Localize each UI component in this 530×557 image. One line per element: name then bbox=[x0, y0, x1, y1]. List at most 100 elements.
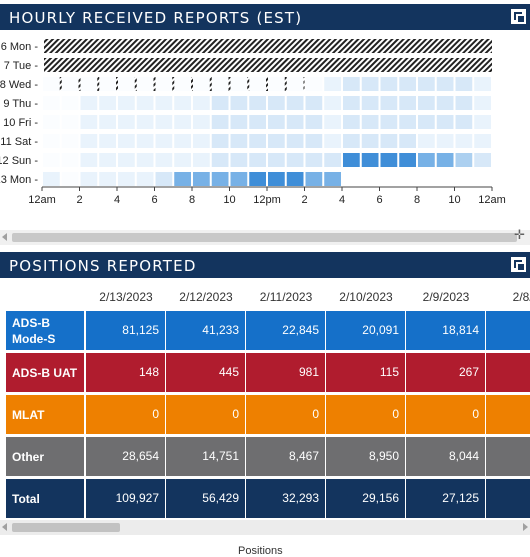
heatmap-cell[interactable] bbox=[61, 172, 79, 186]
heatmap-cell[interactable] bbox=[99, 172, 116, 186]
heatmap-cell[interactable] bbox=[118, 172, 135, 186]
heatmap-cell[interactable] bbox=[436, 134, 454, 148]
heatmap-cell[interactable] bbox=[324, 96, 341, 110]
heatmap-cell[interactable] bbox=[43, 115, 60, 129]
heatmap-cell[interactable] bbox=[380, 134, 398, 148]
heatmap-cell[interactable] bbox=[174, 115, 191, 129]
heatmap-cell[interactable] bbox=[43, 134, 60, 148]
heatmap-cell[interactable] bbox=[193, 172, 210, 186]
heatmap-cell[interactable] bbox=[399, 115, 416, 129]
heatmap-cell[interactable] bbox=[455, 96, 473, 110]
heatmap-cell[interactable] bbox=[361, 96, 379, 110]
heatmap-cell[interactable] bbox=[343, 153, 360, 167]
heatmap-cell[interactable] bbox=[418, 134, 435, 148]
heatmap-cell[interactable] bbox=[455, 134, 473, 148]
heatmap-cell[interactable] bbox=[43, 96, 60, 110]
heatmap-cell[interactable] bbox=[61, 134, 79, 148]
heatmap-cell[interactable] bbox=[268, 77, 285, 91]
heatmap-cell[interactable] bbox=[474, 153, 491, 167]
heatmap-cell[interactable] bbox=[99, 153, 116, 167]
heatmap-cell[interactable] bbox=[305, 96, 323, 110]
heatmap-cell[interactable] bbox=[118, 153, 135, 167]
heatmap-cell[interactable] bbox=[136, 153, 154, 167]
heatmap-cell[interactable] bbox=[286, 77, 304, 91]
heatmap-cell[interactable] bbox=[155, 172, 173, 186]
heatmap-cell[interactable] bbox=[99, 77, 116, 91]
heatmap-cell[interactable] bbox=[80, 172, 98, 186]
heatmap-cell[interactable] bbox=[230, 96, 248, 110]
heatmap-cell[interactable] bbox=[474, 77, 491, 91]
heatmap-cell[interactable] bbox=[211, 115, 229, 129]
heatmap-cell[interactable] bbox=[211, 134, 229, 148]
heatmap-cell[interactable] bbox=[305, 134, 323, 148]
heatmap-cell[interactable] bbox=[268, 134, 285, 148]
heatmap-cell[interactable] bbox=[361, 77, 379, 91]
heatmap-cell[interactable] bbox=[343, 96, 360, 110]
heatmap-cell[interactable] bbox=[474, 115, 491, 129]
table-scrollbar[interactable] bbox=[0, 520, 530, 535]
heatmap-cell[interactable] bbox=[155, 77, 173, 91]
scrollbar-thumb[interactable] bbox=[12, 523, 120, 532]
heatmap-cell[interactable] bbox=[155, 134, 173, 148]
heatmap-cell[interactable] bbox=[324, 153, 341, 167]
heatmap-cell[interactable] bbox=[305, 115, 323, 129]
heatmap-cell[interactable] bbox=[155, 153, 173, 167]
heatmap-cell[interactable] bbox=[249, 77, 266, 91]
heatmap-cell[interactable] bbox=[193, 115, 210, 129]
heatmap-cell[interactable] bbox=[43, 172, 60, 186]
heatmap-cell[interactable] bbox=[155, 115, 173, 129]
heatmap-cell[interactable] bbox=[436, 77, 454, 91]
resize-handle-icon[interactable]: ✛ bbox=[514, 227, 525, 242]
heatmap-cell[interactable] bbox=[61, 115, 79, 129]
heatmap-cell[interactable] bbox=[455, 115, 473, 129]
heatmap-cell[interactable] bbox=[136, 115, 154, 129]
heatmap-cell[interactable] bbox=[305, 153, 323, 167]
heatmap-cell[interactable] bbox=[249, 153, 266, 167]
heatmap-cell[interactable] bbox=[399, 134, 416, 148]
heatmap-cell[interactable] bbox=[80, 134, 98, 148]
heatmap-cell[interactable] bbox=[286, 96, 304, 110]
heatmap-cell[interactable] bbox=[99, 115, 116, 129]
heatmap-cell[interactable] bbox=[324, 172, 341, 186]
heatmap-cell[interactable] bbox=[61, 153, 79, 167]
heatmap-cell[interactable] bbox=[268, 115, 285, 129]
heatmap-cell[interactable] bbox=[193, 134, 210, 148]
heatmap-cell[interactable] bbox=[80, 153, 98, 167]
heatmap-cell[interactable] bbox=[80, 115, 98, 129]
heatmap-cell[interactable] bbox=[305, 172, 323, 186]
heatmap-cell[interactable] bbox=[118, 115, 135, 129]
heatmap-cell[interactable] bbox=[211, 77, 229, 91]
heatmap-cell[interactable] bbox=[230, 77, 248, 91]
heatmap-cell[interactable] bbox=[230, 172, 248, 186]
heatmap-cell[interactable] bbox=[136, 134, 154, 148]
heatmap-cell[interactable] bbox=[418, 96, 435, 110]
heatmap-cell[interactable] bbox=[99, 96, 116, 110]
heatmap-cell[interactable] bbox=[174, 77, 191, 91]
heatmap-cell[interactable] bbox=[61, 77, 79, 91]
heatmap-cell[interactable] bbox=[474, 96, 491, 110]
heatmap-cell[interactable] bbox=[118, 96, 135, 110]
expand-icon[interactable] bbox=[510, 8, 527, 25]
heatmap-cell[interactable] bbox=[380, 77, 398, 91]
heatmap-cell[interactable] bbox=[99, 134, 116, 148]
heatmap-cell[interactable] bbox=[136, 172, 154, 186]
heatmap-cell[interactable] bbox=[286, 172, 304, 186]
heatmap-cell[interactable] bbox=[436, 96, 454, 110]
heatmap-cell[interactable] bbox=[305, 77, 323, 91]
heatmap-cell[interactable] bbox=[174, 96, 191, 110]
heatmap-cell[interactable] bbox=[286, 153, 304, 167]
heatmap-cell[interactable] bbox=[436, 153, 454, 167]
heatmap-cell[interactable] bbox=[361, 115, 379, 129]
heatmap-cell[interactable] bbox=[80, 77, 98, 91]
heatmap-cell[interactable] bbox=[230, 153, 248, 167]
heatmap-cell[interactable] bbox=[211, 96, 229, 110]
heatmap-cell[interactable] bbox=[268, 96, 285, 110]
heatmap-cell[interactable] bbox=[249, 172, 266, 186]
heatmap-cell[interactable] bbox=[324, 134, 341, 148]
heatmap-cell[interactable] bbox=[361, 134, 379, 148]
heatmap-cell[interactable] bbox=[324, 115, 341, 129]
heatmap-cell[interactable] bbox=[474, 134, 491, 148]
heatmap-cell[interactable] bbox=[118, 77, 135, 91]
heatmap-cell[interactable] bbox=[80, 96, 98, 110]
heatmap-cell[interactable] bbox=[174, 153, 191, 167]
